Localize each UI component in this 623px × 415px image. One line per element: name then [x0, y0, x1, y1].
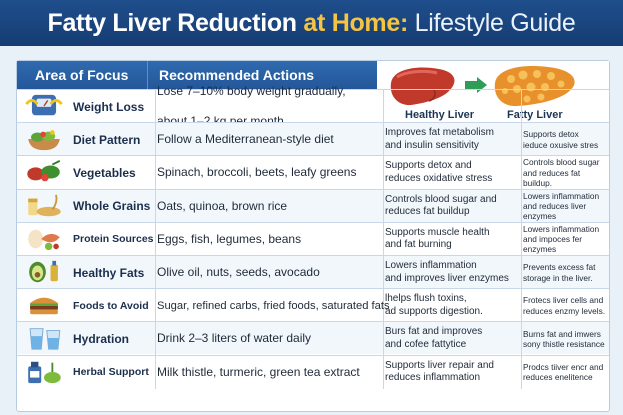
header-recommended-actions: Recommended Actions	[159, 67, 315, 83]
benefit-detail: Supports detox ieduce oxusive stres	[523, 129, 599, 150]
title-part-highlight: at Home:	[303, 8, 408, 37]
burger-icon	[23, 292, 65, 318]
title-part-main: Fatty Liver Reduction	[47, 8, 304, 37]
benefit-detail: Controls blood sugar and reduces fat buil…	[523, 157, 600, 189]
recommended-action: Sugar, refined carbs, fried foods, satur…	[157, 299, 390, 312]
focus-label: Herbal Support	[73, 366, 149, 379]
healthy-liver-label: Healthy Liver	[405, 109, 475, 121]
recommended-action: Lose 7–10% body weight gradually, about 1…	[157, 84, 346, 128]
table-row: Weight Loss Lose 7–10% body weight gradua…	[17, 84, 609, 128]
fatty-liver-label: Fatty Liver	[507, 109, 563, 121]
focus-label: Vegetables	[73, 165, 136, 180]
avocado-icon	[23, 259, 65, 285]
grains-icon	[23, 193, 65, 219]
table-row: Herbal Support Milk thistle, turmeric, gr…	[17, 354, 609, 389]
fatty-liver-icon	[494, 65, 575, 107]
liver-illustration	[390, 65, 575, 107]
benefit-text: Improves fat metabolism and insulin sensi…	[385, 127, 494, 151]
title-part-light: Lifestyle Guide	[407, 8, 576, 37]
focus-label: Whole Grains	[73, 199, 151, 214]
scale-icon	[23, 93, 65, 119]
table-row: Protein Sources Eggs, fish, legumes, bean…	[17, 221, 609, 256]
benefit-detail: Prevents excess fat storage in the liver.	[523, 262, 596, 283]
header-area-of-focus: Area of Focus	[35, 67, 129, 83]
focus-label: Hydration	[73, 331, 130, 346]
benefit-detail: Prodcs tiiver encr and reduces enelitence	[523, 361, 604, 383]
benefit-text: Controls blood sugar and reduces fat buil…	[385, 193, 497, 218]
benefit-text: Burs fat and improves and cofee fattytice	[385, 326, 483, 350]
table-row: Hydration Drink 2–3 liters of water daily…	[17, 321, 609, 356]
focus-label: Protein Sources	[73, 233, 154, 246]
liver-comparison: Healthy Liver Fatty Liver	[377, 61, 609, 127]
recommended-action: Eggs, fish, legumes, beans	[157, 231, 302, 246]
recommended-action: Spinach, broccoli, beets, leafy greens	[157, 165, 357, 180]
herbal-bottle-icon	[23, 359, 65, 385]
page-title: Fatty Liver Reduction at Home: Lifestyle…	[47, 9, 575, 38]
recommended-action: Olive oil, nuts, seeds, avocado	[157, 265, 320, 279]
benefit-text: Supports detox and reduces oxidative stre…	[385, 160, 493, 184]
benefit-detail: Frotecs liver cells and reduces enzmy lev…	[523, 295, 606, 316]
benefit-text: Supports muscle health and fat burning	[385, 226, 490, 251]
focus-label: Foods to Avoid	[73, 299, 149, 312]
table-row: Vegetables Spinach, broccoli, beets, leaf…	[17, 155, 609, 190]
table-row: Whole Grains Oats, quinoa, brown rice Cont…	[17, 188, 609, 223]
recommended-action: Oats, quinoa, brown rice	[157, 198, 288, 213]
benefit-detail: Lowers inflammation and reduces liver enz…	[523, 190, 600, 222]
focus-label: Healthy Fats	[73, 265, 145, 280]
recommended-action: Drink 2–3 liters of water daily	[157, 331, 312, 346]
table-row: Healthy Fats Olive oil, nuts, seeds, avoc…	[17, 255, 609, 289]
benefit-detail: Lowers inflammation and impoces fer enzym…	[523, 223, 600, 255]
benefit-text: lhelps flush toxins, ad supports digestio…	[385, 293, 483, 317]
protein-icon	[23, 226, 65, 252]
healthy-liver-icon	[390, 67, 455, 106]
guide-table: Area of Focus Recommended Actions	[16, 60, 610, 412]
benefit-text: Lowers inflammation and improves liver en…	[385, 260, 509, 284]
table-row: Foods to Avoid Sugar, refined carbs, frie…	[17, 288, 609, 323]
focus-label: Weight Loss	[73, 99, 145, 114]
recommended-action: Follow a Mediterranean-style diet	[157, 132, 334, 147]
table-row: Diet Pattern Follow a Mediterranean-style…	[17, 122, 609, 157]
benefit-detail: Burns fat and imwers sony thistle resista…	[523, 328, 605, 349]
water-glass-icon	[23, 325, 65, 351]
vegetables-icon	[23, 159, 65, 185]
recommended-action: Milk thistle, turmeric, green tea extrac…	[157, 364, 360, 379]
benefit-text: Supports liver repair and reduces inflamm…	[385, 359, 494, 384]
salad-bowl-icon	[23, 126, 65, 152]
title-banner: Fatty Liver Reduction at Home: Lifestyle…	[0, 0, 623, 46]
focus-label: Diet Pattern	[73, 132, 141, 147]
